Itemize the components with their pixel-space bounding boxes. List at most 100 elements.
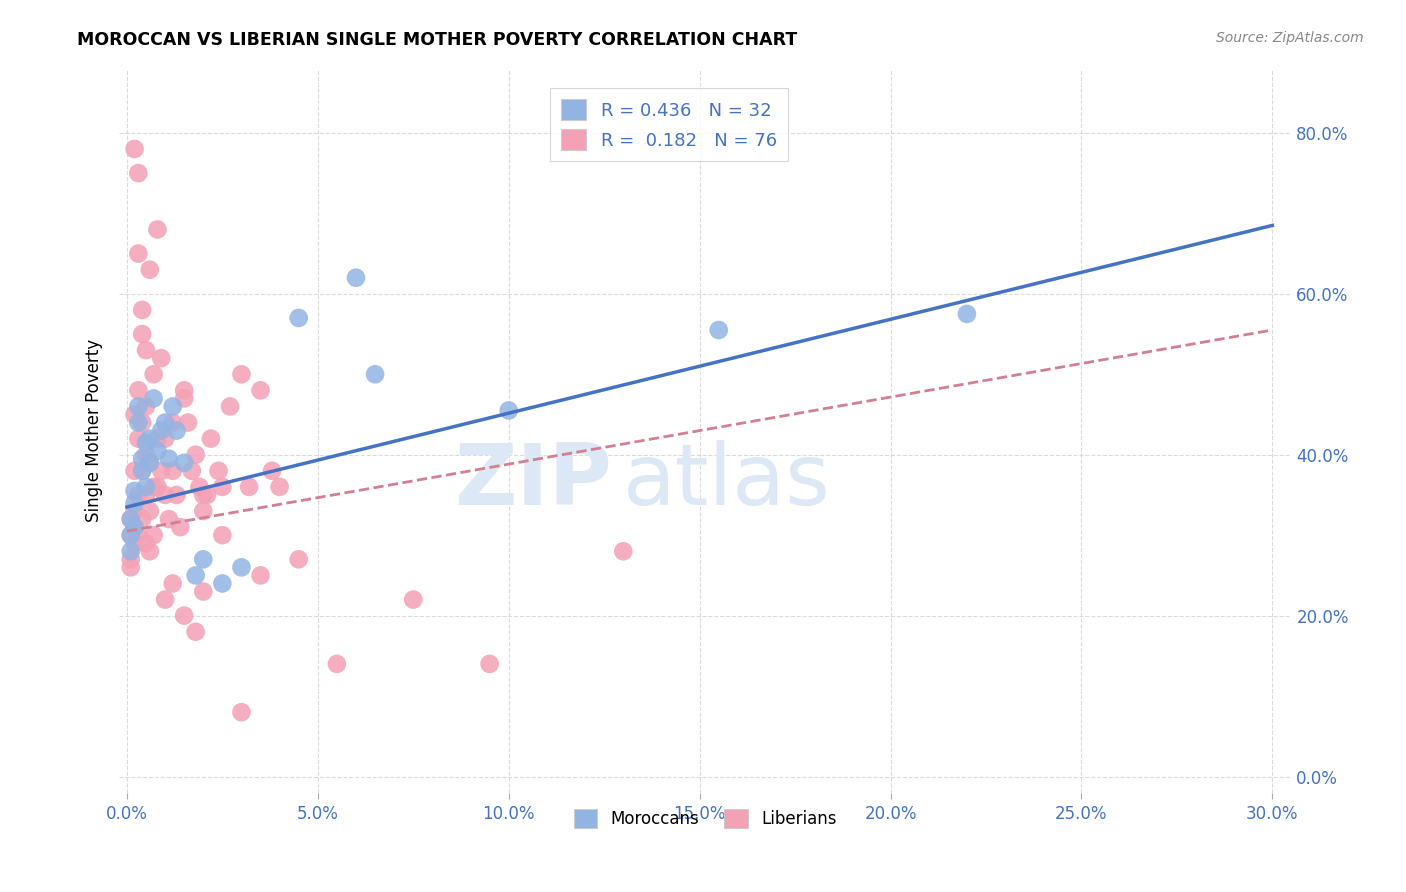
Point: [131, 451, 153, 466]
Point: [124, 408, 146, 422]
Point: [184, 448, 207, 462]
Point: [142, 480, 165, 494]
Point: [344, 270, 367, 285]
Point: [219, 400, 242, 414]
Point: [162, 416, 184, 430]
Point: [169, 520, 191, 534]
Point: [195, 488, 218, 502]
Point: [166, 424, 188, 438]
Point: [124, 536, 146, 550]
Point: [142, 528, 165, 542]
Point: [124, 504, 146, 518]
Point: [211, 528, 233, 542]
Y-axis label: Single Mother Poverty: Single Mother Poverty: [86, 339, 103, 522]
Point: [162, 400, 184, 414]
Point: [127, 488, 149, 502]
Point: [249, 568, 271, 582]
Point: [287, 310, 309, 325]
Point: [124, 464, 146, 478]
Point: [238, 480, 260, 494]
Point: [184, 568, 207, 582]
Point: [162, 576, 184, 591]
Text: MOROCCAN VS LIBERIAN SINGLE MOTHER POVERTY CORRELATION CHART: MOROCCAN VS LIBERIAN SINGLE MOTHER POVER…: [77, 31, 797, 49]
Text: atlas: atlas: [623, 440, 831, 523]
Point: [135, 480, 157, 494]
Point: [135, 343, 157, 358]
Point: [120, 528, 142, 542]
Point: [142, 368, 165, 382]
Point: [124, 483, 146, 498]
Point: [142, 392, 165, 406]
Point: [124, 520, 146, 534]
Point: [211, 480, 233, 494]
Point: [146, 222, 169, 236]
Point: [139, 544, 162, 558]
Point: [127, 528, 149, 542]
Point: [364, 368, 387, 382]
Point: [173, 456, 195, 470]
Point: [173, 384, 195, 398]
Point: [184, 624, 207, 639]
Point: [120, 560, 142, 574]
Point: [135, 400, 157, 414]
Point: [127, 400, 149, 414]
Point: [120, 512, 142, 526]
Point: [135, 435, 157, 450]
Point: [269, 480, 291, 494]
Point: [200, 432, 222, 446]
Text: Source: ZipAtlas.com: Source: ZipAtlas.com: [1216, 31, 1364, 45]
Point: [120, 544, 142, 558]
Point: [193, 488, 215, 502]
Point: [173, 608, 195, 623]
Point: [131, 326, 153, 341]
Point: [173, 392, 195, 406]
Point: [120, 512, 142, 526]
Point: [120, 552, 142, 566]
Point: [326, 657, 349, 671]
Point: [131, 416, 153, 430]
Point: [153, 432, 176, 446]
Point: [131, 512, 153, 526]
Point: [124, 142, 146, 156]
Point: [211, 576, 233, 591]
Point: [146, 432, 169, 446]
Point: [249, 384, 271, 398]
Point: [124, 520, 146, 534]
Point: [193, 504, 215, 518]
Point: [135, 448, 157, 462]
Point: [166, 488, 188, 502]
Point: [956, 307, 979, 321]
Point: [153, 416, 176, 430]
Point: [131, 302, 153, 317]
Point: [478, 657, 501, 671]
Legend: Moroccans, Liberians: Moroccans, Liberians: [568, 803, 844, 835]
Point: [139, 262, 162, 277]
Point: [287, 552, 309, 566]
Point: [188, 480, 211, 494]
Point: [193, 584, 215, 599]
Point: [139, 504, 162, 518]
Point: [135, 488, 157, 502]
Point: [260, 464, 283, 478]
Text: ZIP: ZIP: [454, 440, 612, 523]
Point: [146, 443, 169, 458]
Point: [402, 592, 425, 607]
Point: [157, 512, 180, 526]
Point: [150, 464, 173, 478]
Point: [124, 496, 146, 510]
Point: [231, 368, 253, 382]
Point: [707, 323, 730, 337]
Point: [146, 480, 169, 494]
Point: [127, 246, 149, 260]
Point: [612, 544, 634, 558]
Point: [127, 416, 149, 430]
Point: [153, 592, 176, 607]
Point: [177, 416, 200, 430]
Point: [139, 456, 162, 470]
Point: [150, 424, 173, 438]
Point: [498, 403, 520, 417]
Point: [131, 464, 153, 478]
Point: [135, 536, 157, 550]
Point: [139, 432, 162, 446]
Point: [127, 432, 149, 446]
